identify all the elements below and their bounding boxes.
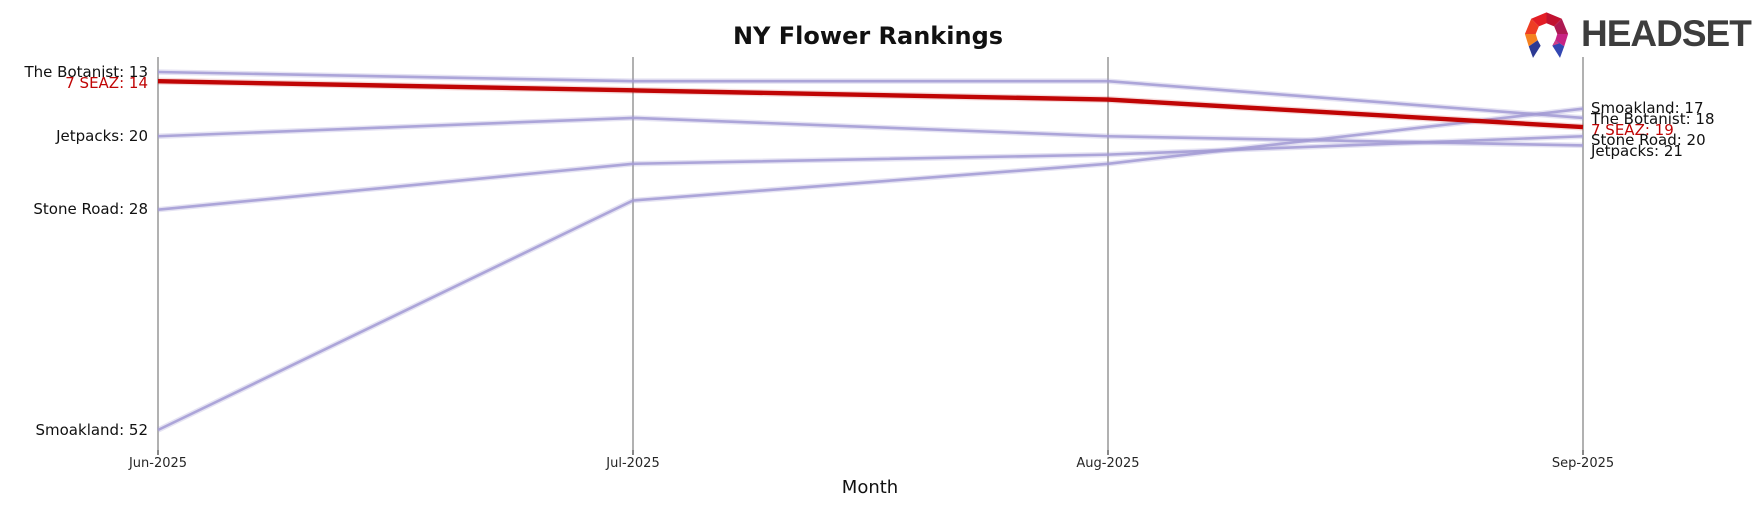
right-label-the-botanist: The Botanist: 18 (1591, 109, 1715, 128)
series-line-the-botanist (157, 70, 1584, 120)
series-line-smoakland (157, 107, 1584, 432)
series-glow-stone-road (157, 133, 1584, 213)
tick-label-aug-2025: Aug-2025 (1076, 456, 1140, 471)
left-label-the-botanist: The Botanist: 13 (24, 62, 149, 81)
x-axis-title: Month (841, 477, 899, 498)
left-label-7-seaz: 7 SEAZ: 14 (65, 74, 148, 92)
series-line-stone-road (157, 134, 1584, 211)
series-line-jetpacks (157, 116, 1584, 147)
left-label-stone-road: Stone Road: 28 (33, 200, 148, 219)
headset-logo: HEADSET (1518, 7, 1752, 61)
right-label-smoakland: Smoakland: 17 (1591, 99, 1704, 118)
left-label-smoakland: Smoakland: 52 (35, 420, 149, 439)
tick-label-jul-2025: Jul-2025 (606, 456, 660, 471)
tick-label-sep-2025: Sep-2025 (1551, 456, 1615, 471)
chart-title: NY Flower Rankings (732, 22, 1004, 50)
tick-label-jun-2025: Jun-2025 (128, 456, 188, 471)
right-label-jetpacks: Jetpacks: 21 (1591, 142, 1683, 161)
right-label-stone-road: Stone Road: 20 (1591, 131, 1706, 150)
series-line-7-seaz (157, 78, 1584, 130)
left-label-jetpacks: Jetpacks: 20 (56, 126, 148, 145)
headset-logo-icon (1524, 12, 1569, 58)
right-label-7-seaz: 7 SEAZ: 19 (1591, 120, 1674, 139)
headset-logo-text: HEADSET (1581, 13, 1752, 54)
